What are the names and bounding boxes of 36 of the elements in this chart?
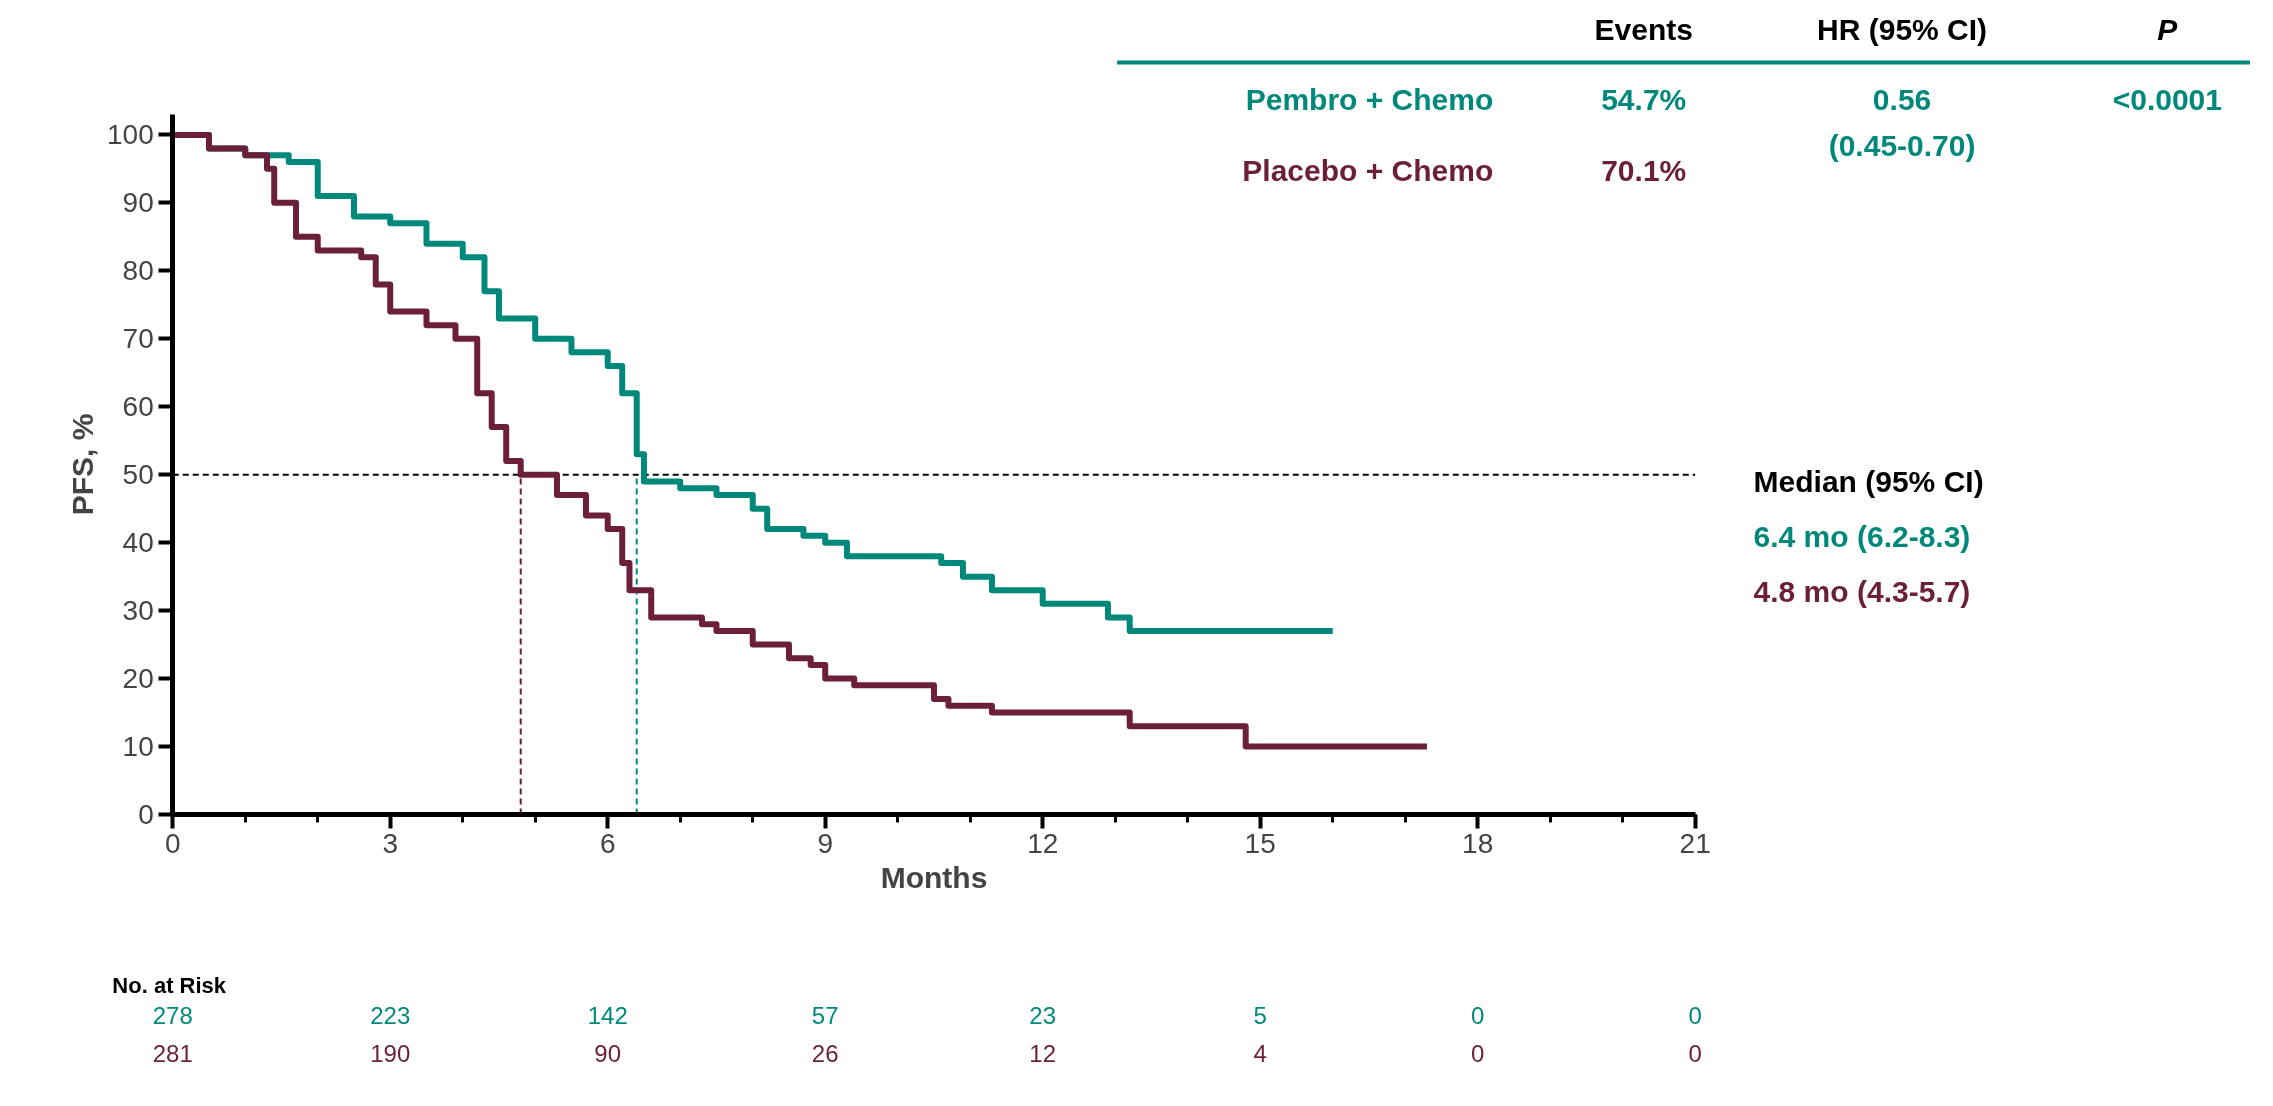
y-axis-title: PFS, % bbox=[65, 413, 99, 516]
text: 278 223 142 57 23 5 0 0 bbox=[152, 1002, 1702, 1029]
annotation: 54.7% bbox=[1601, 83, 1687, 116]
x-tick-label: 6 bbox=[599, 827, 616, 859]
x-tick-label: 21 bbox=[1679, 827, 1711, 859]
y-tick-label: 70 bbox=[122, 323, 154, 355]
text: 4.8 mo (4.3-5.7) bbox=[1753, 575, 1971, 608]
text: P bbox=[2157, 13, 2179, 46]
y-tick-label: 20 bbox=[122, 663, 154, 695]
x-tick-label: 18 bbox=[1462, 827, 1494, 859]
x-tick-label: 0 bbox=[164, 827, 181, 859]
annotation: 70.1% bbox=[1601, 154, 1687, 187]
x-tick-label: 9 bbox=[817, 827, 833, 859]
y-tick-label: 10 bbox=[122, 731, 154, 763]
text: No. at Risk bbox=[112, 973, 227, 998]
y-tick-label: 60 bbox=[122, 391, 154, 423]
x-axis-title: Months bbox=[880, 860, 988, 894]
x-tick-label: 15 bbox=[1244, 827, 1276, 859]
x-tick-label: 12 bbox=[1027, 827, 1059, 859]
text: Median (95% CI) bbox=[1753, 465, 1984, 498]
text: Events bbox=[1594, 13, 1693, 46]
text: 281 190 90 26 12 4 0 0 bbox=[152, 1040, 1702, 1067]
text: 0.56 (0.45-0.70) bbox=[1828, 82, 1976, 162]
y-tick-label: 90 bbox=[122, 187, 154, 219]
y-tick-label: 0 bbox=[138, 799, 154, 830]
y-tick-label: 100 bbox=[107, 119, 154, 151]
y-tick-label: 80 bbox=[122, 255, 154, 287]
y-tick-label: 30 bbox=[122, 595, 154, 627]
text: Pembro + Chemo bbox=[1245, 83, 1494, 116]
y-tick-label: 50 bbox=[122, 459, 154, 491]
text: 6.4 mo (6.2-8.3) bbox=[1753, 520, 1971, 553]
text: HR (95% CI) bbox=[1817, 13, 1988, 46]
text: Placebo + Chemo bbox=[1242, 154, 1494, 187]
text: <0.0001 bbox=[2112, 83, 2222, 116]
y-tick-label: 40 bbox=[122, 527, 154, 559]
x-tick-label: 3 bbox=[382, 827, 399, 859]
